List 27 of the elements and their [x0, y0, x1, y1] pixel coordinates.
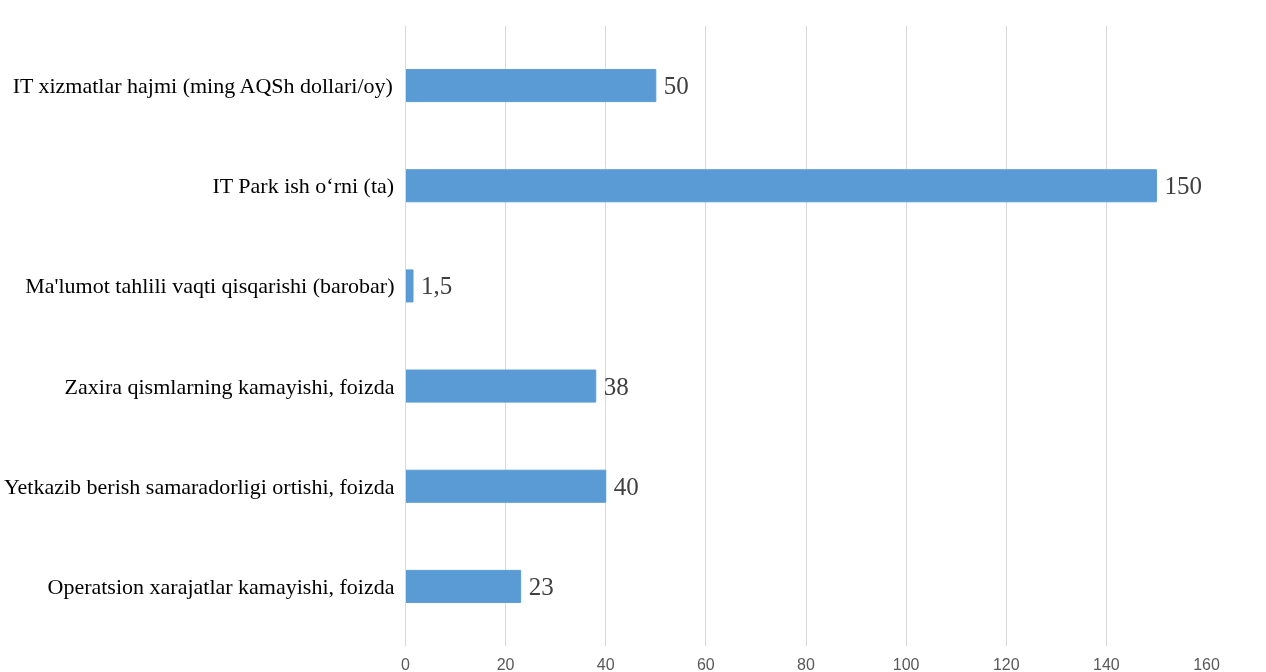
x-tick-label: 20	[496, 655, 515, 672]
x-tick-label: 140	[1093, 655, 1120, 672]
y-tick-label: Yetkazib berish samaradorligi ortishi, foizda	[3, 473, 395, 499]
data-label: 1,5	[421, 272, 453, 300]
data-label: 150	[1164, 172, 1202, 200]
y-tick-label: Ma'lumot tahlili vaqti qisqarishi (barobar)	[25, 273, 395, 299]
y-tick-label: Operatsion xarajatlar kamayishi, foizda	[47, 573, 395, 599]
x-tick-label: 60	[696, 655, 715, 672]
bar	[405, 569, 522, 603]
data-label: 23	[528, 572, 554, 600]
x-tick-label: 40	[596, 655, 615, 672]
y-tick-label: Zaxira qismlarning kamayishi, foizda	[64, 373, 395, 399]
y-tick-label: IT xizmatlar hajmi (ming AQSh dollari/oy)	[12, 73, 393, 99]
bar	[405, 469, 607, 503]
data-label: 38	[603, 372, 629, 400]
bar	[405, 69, 657, 103]
y-tick-label: IT Park ish o‘rni (ta)	[212, 173, 395, 199]
x-tick-label: 80	[797, 655, 815, 672]
data-label: 50	[663, 72, 689, 100]
bar	[405, 169, 1157, 203]
bar	[405, 369, 597, 403]
x-tick-label: 160	[1193, 655, 1220, 672]
bar	[405, 269, 414, 303]
x-tick-label: 100	[892, 655, 920, 672]
x-tick-label: 120	[992, 655, 1020, 672]
x-tick-label: 0	[401, 655, 411, 672]
data-label: 40	[613, 472, 639, 500]
